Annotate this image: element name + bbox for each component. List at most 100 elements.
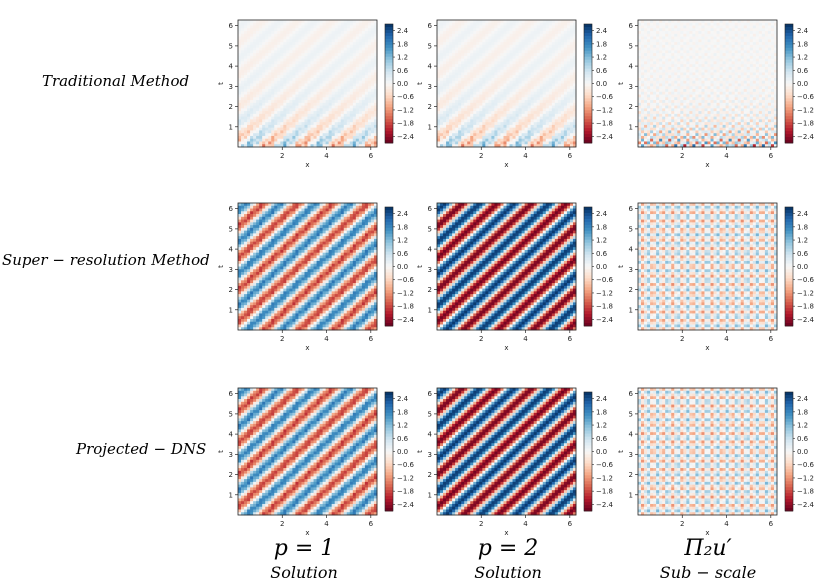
- colorbar-tick-label: −1.2: [397, 106, 414, 114]
- heatmap-cell: [638, 133, 641, 136]
- heatmap-cell: [368, 23, 371, 26]
- heatmap-cell: [268, 78, 271, 81]
- heatmap-cell: [244, 92, 247, 95]
- heatmap-cell: [482, 70, 485, 73]
- heatmap-cell: [259, 34, 262, 37]
- heatmap-cell: [543, 84, 546, 87]
- heatmap-cell: [356, 26, 359, 29]
- heatmap-cell: [656, 139, 659, 142]
- heatmap-cell: [238, 34, 241, 37]
- heatmap-cell: [437, 67, 440, 70]
- heatmap-cell: [674, 141, 677, 144]
- heatmap-cell: [295, 59, 298, 62]
- heatmap-cell: [647, 67, 650, 70]
- heatmap-cell: [650, 59, 653, 62]
- heatmap-cell: [647, 34, 650, 37]
- heatmap-cell: [534, 64, 537, 67]
- heatmap-cell: [674, 37, 677, 40]
- heatmap-cell: [323, 53, 326, 56]
- heatmap-cell: [341, 31, 344, 34]
- heatmap-cell: [494, 86, 497, 89]
- heatmap-cell: [467, 28, 470, 31]
- heatmap-cell: [311, 61, 314, 64]
- heatmap-cell: [485, 31, 488, 34]
- heatmap-cell: [485, 53, 488, 56]
- heatmap-cell: [503, 84, 506, 87]
- heatmap-cell: [668, 34, 671, 37]
- heatmap-cell: [567, 75, 570, 78]
- heatmap-cell: [437, 72, 440, 75]
- heatmap-cell: [335, 97, 338, 100]
- heatmap-cell: [241, 141, 244, 144]
- heatmap-cell: [440, 39, 443, 42]
- heatmap-cell: [488, 64, 491, 67]
- heatmap-cell: [320, 136, 323, 139]
- heatmap-cell: [304, 72, 307, 75]
- heatmap-cell: [488, 50, 491, 53]
- heatmap-cell: [338, 95, 341, 98]
- heatmap-cell: [476, 108, 479, 111]
- heatmap-cell: [308, 141, 311, 144]
- heatmap-cell: [488, 122, 491, 125]
- heatmap-cell: [500, 67, 503, 70]
- heatmap-cell: [241, 75, 244, 78]
- heatmap-cell: [326, 95, 329, 98]
- heatmap-cell: [247, 61, 250, 64]
- heatmap-cell: [546, 45, 549, 48]
- heatmap-cell: [653, 53, 656, 56]
- heatmap-cell: [653, 61, 656, 64]
- heatmap-cell: [277, 61, 280, 64]
- heatmap-cell: [461, 86, 464, 89]
- heatmap-cell: [368, 78, 371, 81]
- heatmap-cell: [247, 75, 250, 78]
- heatmap-cell: [326, 100, 329, 103]
- heatmap-cell: [470, 78, 473, 81]
- heatmap-cell: [256, 95, 259, 98]
- heatmap-cell: [323, 103, 326, 106]
- heatmap-cell: [241, 84, 244, 87]
- heatmap-cell: [528, 119, 531, 122]
- heatmap-cell: [443, 37, 446, 40]
- heatmap-cell: [320, 141, 323, 144]
- heatmap-cell: [668, 108, 671, 111]
- heatmap-cell: [280, 84, 283, 87]
- heatmap-cell: [525, 37, 528, 40]
- heatmap-cell: [561, 139, 564, 142]
- heatmap-cell: [519, 70, 522, 73]
- heatmap-cell: [298, 139, 301, 142]
- heatmap-cell: [238, 119, 241, 122]
- heatmap-cell: [510, 86, 513, 89]
- heatmap-cell: [449, 42, 452, 45]
- heatmap-cell: [317, 59, 320, 62]
- heatmap-cell: [503, 114, 506, 117]
- heatmap-cell: [353, 122, 356, 125]
- heatmap-cell: [497, 48, 500, 51]
- heatmap-cell: [644, 31, 647, 34]
- heatmap-cell: [335, 23, 338, 26]
- heatmap-cell: [543, 117, 546, 120]
- heatmap-cell: [244, 45, 247, 48]
- heatmap-cell: [644, 122, 647, 125]
- colorbar-segment: [584, 36, 592, 39]
- heatmap-cell: [638, 48, 641, 51]
- heatmap-cell: [662, 139, 665, 142]
- heatmap-cell: [271, 70, 274, 73]
- heatmap-cell: [644, 20, 647, 23]
- heatmap-cell: [488, 141, 491, 144]
- heatmap-cell: [298, 136, 301, 139]
- heatmap-cell: [500, 84, 503, 87]
- heatmap-cell: [522, 59, 525, 62]
- heatmap-cell: [500, 26, 503, 29]
- heatmap-cell: [323, 42, 326, 45]
- heatmap-cell: [265, 108, 268, 111]
- heatmap-cell: [519, 75, 522, 78]
- heatmap-cell: [470, 100, 473, 103]
- heatmap-cell: [250, 72, 253, 75]
- heatmap-cell: [274, 67, 277, 70]
- heatmap-cell: [292, 61, 295, 64]
- heatmap-cell: [280, 61, 283, 64]
- heatmap-cell: [644, 56, 647, 59]
- heatmap-cell: [528, 75, 531, 78]
- heatmap-cell: [371, 130, 374, 133]
- heatmap-cell: [543, 139, 546, 142]
